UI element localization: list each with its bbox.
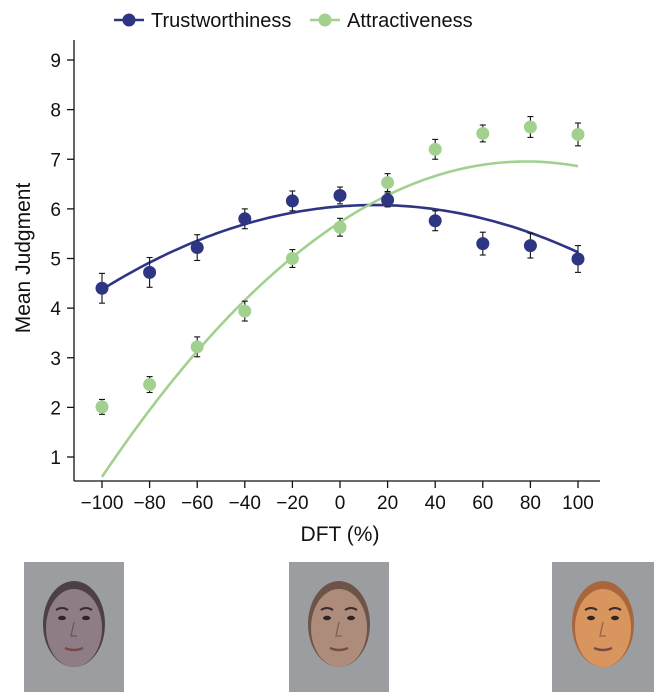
data-point-trustworthiness (571, 252, 585, 266)
legend-marker (122, 13, 136, 27)
data-point-trustworthiness (381, 193, 395, 207)
data-point-attractiveness (285, 252, 299, 265)
nose (599, 621, 606, 637)
data-point-attractiveness (95, 400, 109, 414)
eyebrows (584, 607, 622, 611)
x-tick-label: 100 (562, 493, 594, 514)
x-tick-label: −40 (229, 493, 261, 514)
face-left-icon (43, 581, 105, 667)
x-tick-label: −60 (181, 493, 213, 514)
legend-marker (318, 13, 332, 27)
left-eye (587, 615, 595, 621)
right-eye (347, 615, 355, 621)
data-point-attractiveness (238, 304, 252, 318)
data-point-attractiveness (190, 340, 204, 354)
eyebrows (320, 607, 358, 611)
y-tick-label: 9 (50, 51, 61, 72)
chart: Trustworthiness Attractiveness 1 2 3 4 5 6 7 8 9 −… (12, 10, 600, 546)
y-tick-label: 5 (50, 250, 61, 271)
data-point-trustworthiness (476, 237, 490, 251)
legend-label: Attractiveness (347, 10, 473, 32)
face-panel-right (552, 562, 654, 692)
x-tick-label: 60 (472, 493, 493, 514)
x-tick-label: 40 (425, 493, 446, 514)
y-tick-label: 7 (50, 150, 61, 171)
face-middle-icon (308, 581, 370, 667)
y-tick-label: 8 (50, 101, 61, 122)
y-tick-label: 4 (50, 299, 61, 320)
y-tick-label: 6 (50, 200, 61, 221)
plot-area (95, 116, 585, 478)
nose (70, 621, 77, 637)
legend: Trustworthiness Attractiveness (114, 10, 473, 32)
data-point-attractiveness (571, 127, 585, 141)
data-point-trustworthiness (428, 214, 442, 228)
legend-label: Trustworthiness (151, 10, 291, 32)
data-point-trustworthiness (95, 281, 109, 295)
face-skin (311, 589, 367, 667)
face-skin (46, 589, 102, 667)
data-point-trustworthiness (523, 239, 537, 253)
data-point-attractiveness (333, 220, 347, 234)
x-tick-label: 0 (335, 493, 346, 514)
right-eye (82, 615, 90, 621)
y-tick-label: 3 (50, 349, 61, 370)
mouth (593, 646, 613, 652)
left-eye (323, 615, 331, 621)
nose (335, 621, 342, 637)
face-skin (575, 589, 631, 667)
fit-line-attractiveness (100, 160, 579, 478)
mouth (329, 646, 349, 652)
face-panel-middle (289, 562, 389, 692)
data-point-trustworthiness (143, 265, 157, 279)
face-panel-left (24, 562, 124, 692)
left-eye (58, 615, 66, 621)
data-point-attractiveness (428, 142, 442, 156)
mouth (64, 646, 84, 652)
data-point-attractiveness (143, 378, 157, 392)
x-tick-label: 20 (377, 493, 398, 514)
data-point-trustworthiness (285, 194, 299, 208)
data-point-attractiveness (476, 126, 490, 140)
x-tick-label: −20 (276, 493, 308, 514)
y-axis-label: Mean Judgment (12, 183, 35, 334)
x-axis-label: DFT (%) (301, 523, 380, 546)
right-eye (611, 615, 619, 621)
y-tick-label: 2 (50, 398, 61, 419)
y-tick-label: 1 (50, 448, 61, 469)
eyebrows (55, 607, 93, 611)
axes: 1 2 3 4 5 6 7 8 9 −100 −80 −60 −40 −20 0 20 40 60 80 100 (50, 40, 600, 514)
data-point-trustworthiness (333, 188, 347, 202)
data-point-trustworthiness (190, 241, 204, 255)
x-tick-label: −100 (81, 493, 124, 514)
x-tick-label: 80 (520, 493, 541, 514)
data-point-attractiveness (523, 120, 537, 134)
data-point-trustworthiness (238, 212, 252, 226)
fit-line-trustworthiness (101, 203, 579, 291)
x-tick-label: −80 (133, 493, 165, 514)
face-right-icon (572, 581, 634, 667)
data-point-attractiveness (381, 176, 395, 190)
